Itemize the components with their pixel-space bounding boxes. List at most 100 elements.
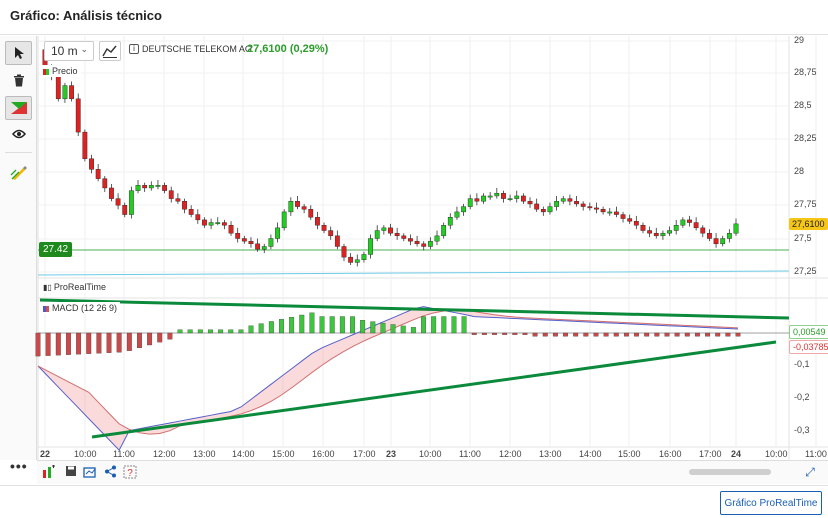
time-axis-tick: 10:00	[74, 449, 97, 459]
candle-body	[594, 207, 599, 210]
candle-body	[281, 211, 287, 229]
template-icon[interactable]	[83, 465, 97, 479]
macd-histogram-bar	[157, 332, 163, 343]
time-axis-tick: 17:00	[699, 449, 722, 459]
candle-body	[122, 205, 128, 215]
macd-histogram-bar	[532, 332, 538, 337]
interval-select[interactable]: 10 m ⌄	[44, 41, 94, 61]
macd-histogram-bar	[86, 332, 92, 354]
macd-histogram-bar	[390, 324, 396, 334]
prorealtime-chart-button[interactable]: Gráfico ProRealTime	[720, 491, 822, 515]
macd-value-positive: 0,00549	[789, 325, 828, 339]
candle-body	[62, 85, 68, 100]
candle-body	[102, 178, 108, 189]
candle-body	[720, 238, 726, 245]
trendline-upper[interactable]	[39, 298, 790, 320]
instrument-name: DEUTSCHE TELEKOM AG	[142, 44, 252, 54]
macd-histogram-bar	[492, 332, 497, 335]
macd-histogram-bar	[218, 329, 224, 334]
candle-body	[414, 240, 420, 245]
price-axis-tick: 28,75	[794, 67, 817, 77]
candle-body	[461, 206, 466, 213]
eye-icon[interactable]	[5, 122, 32, 146]
help-icon[interactable]: ?	[123, 465, 137, 479]
macd-legend-swatch	[43, 305, 49, 312]
candle-body	[687, 219, 692, 223]
fullscreen-icon[interactable]: ⤢	[805, 465, 815, 479]
candle-body	[633, 221, 639, 226]
macd-histogram-bar	[715, 332, 721, 337]
chevron-down-icon: ⌄	[80, 44, 88, 54]
add-indicator-icon[interactable]	[42, 465, 56, 479]
hline-price-tag[interactable]: 27.42	[39, 242, 73, 257]
candle-body	[501, 193, 506, 199]
draw-icon[interactable]	[5, 96, 32, 120]
time-axis-tick: 16:00	[312, 449, 335, 459]
macd-histogram-bar	[228, 329, 234, 334]
candle-body	[148, 185, 154, 189]
macd-histogram-bar	[563, 332, 568, 337]
macd-histogram-bar	[654, 332, 660, 337]
candle-body	[182, 201, 187, 210]
macd-histogram-bar	[522, 332, 528, 335]
macd-histogram-bar	[289, 316, 295, 334]
candle-body	[248, 240, 254, 245]
macd-histogram-bar	[309, 312, 315, 334]
trash-icon[interactable]	[5, 68, 32, 92]
candle-body	[441, 224, 447, 237]
footer-divider	[0, 485, 828, 486]
candle-body	[614, 211, 619, 215]
macd-legend-label: MACD (12 26 9)	[52, 303, 118, 313]
candle-body	[388, 227, 393, 234]
time-axis-tick: 23	[386, 449, 397, 459]
candle-body	[667, 230, 672, 234]
macd-histogram-bar	[177, 329, 183, 334]
macd-histogram-bar	[136, 332, 142, 349]
candle-body	[188, 209, 194, 215]
candle-body	[660, 232, 666, 237]
horizontal-scrollbar[interactable]	[689, 469, 771, 475]
candle-body	[547, 206, 553, 213]
price-axis-tick: 29	[794, 35, 805, 45]
candle-body	[368, 238, 373, 255]
candle-body	[408, 238, 413, 242]
chart-type-button[interactable]	[99, 41, 121, 61]
macd-histogram-bar	[451, 316, 457, 334]
info-icon[interactable]: i	[129, 44, 139, 54]
save-icon[interactable]	[64, 465, 78, 479]
macd-histogram-bar	[248, 325, 254, 334]
time-axis-tick: 16:00	[659, 449, 682, 459]
candle-body	[680, 219, 686, 226]
trendline-lower[interactable]	[91, 340, 777, 439]
candle-body	[514, 195, 520, 199]
price-legend-label: Precio	[52, 66, 78, 76]
candle-body	[135, 185, 141, 191]
time-axis-tick: 15:00	[618, 449, 641, 459]
candle-body	[82, 131, 88, 159]
candle-body	[707, 232, 712, 239]
cursor-icon[interactable]	[5, 41, 32, 65]
macd-histogram-bar	[319, 316, 325, 334]
macd-histogram-bar	[116, 332, 122, 353]
pencil-icon[interactable]	[5, 161, 32, 185]
cyan-trendline[interactable]	[37, 270, 790, 276]
macd-histogram-bar	[725, 332, 731, 337]
candle-body	[142, 185, 148, 189]
share-icon[interactable]	[103, 465, 117, 479]
more-options-icon[interactable]: •••	[10, 458, 28, 474]
macd-histogram-bar	[370, 321, 376, 334]
candle-body	[700, 227, 706, 234]
macd-histogram-bar	[583, 332, 589, 337]
candle-body	[627, 218, 633, 222]
price-legend[interactable]: Precio	[40, 65, 81, 77]
candle-body	[275, 227, 280, 239]
macd-histogram-bar	[684, 332, 690, 337]
macd-histogram-bar	[126, 332, 132, 351]
candle-body	[95, 169, 101, 179]
macd-axis-tick: -0,2	[794, 392, 810, 402]
candle-body	[487, 195, 493, 198]
macd-legend[interactable]: MACD (12 26 9)	[40, 302, 121, 314]
macd-histogram-bar	[471, 332, 477, 335]
candle-body	[600, 209, 606, 213]
